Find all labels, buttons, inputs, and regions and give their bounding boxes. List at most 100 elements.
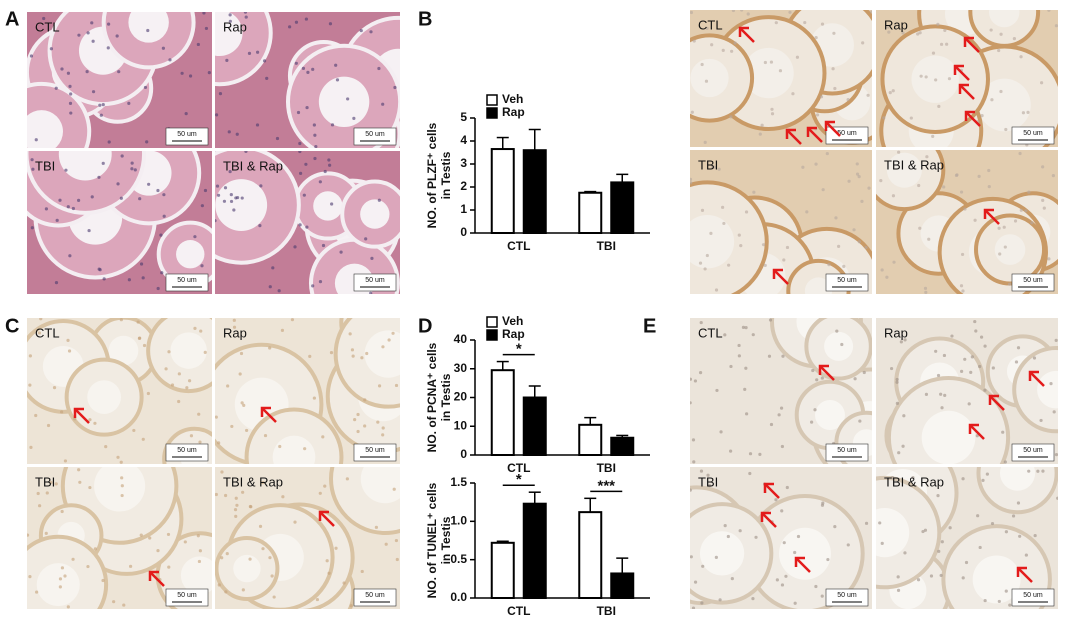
nucleus [193, 326, 197, 330]
image-label: TBI [698, 157, 718, 172]
nucleus [68, 84, 72, 88]
nucleus [230, 424, 234, 429]
arrow-head [73, 407, 84, 418]
y-tick-label: 0 [460, 447, 467, 461]
nucleus [998, 252, 1002, 256]
nucleus [119, 318, 123, 322]
nucleus [1021, 111, 1026, 115]
arrow-head [772, 268, 783, 279]
nucleus [207, 71, 211, 75]
nucleus [832, 31, 836, 35]
nucleus [1036, 469, 1040, 473]
nucleus [767, 354, 772, 358]
scale-bar-label: 50 um [365, 592, 385, 599]
nucleus [299, 171, 303, 175]
nucleus [1041, 469, 1045, 473]
nucleus [1001, 430, 1005, 434]
nucleus [705, 26, 709, 30]
y-tick-label: 10 [454, 418, 468, 432]
nucleus [1003, 460, 1007, 464]
nucleus [723, 333, 727, 337]
nucleus [137, 336, 142, 340]
legend-swatch [486, 329, 498, 341]
nucleus [244, 151, 248, 154]
nucleus [156, 549, 160, 553]
nucleus [52, 385, 57, 390]
nucleus [916, 32, 920, 36]
nucleus [59, 410, 64, 414]
nucleus [296, 110, 301, 115]
nucleus [858, 419, 862, 423]
nucleus [692, 460, 696, 464]
lumen [58, 151, 112, 181]
nucleus [311, 67, 315, 71]
significance-label: * [516, 341, 522, 358]
nucleus [314, 145, 318, 148]
nucleus [90, 21, 94, 25]
nucleus [758, 452, 762, 456]
nucleus [855, 162, 859, 166]
nucleus [356, 429, 360, 434]
nucleus [784, 574, 788, 578]
lumen [690, 215, 735, 269]
micrograph: TBI 50 um [27, 467, 212, 609]
y-tick-label: 1 [460, 202, 467, 216]
nucleus [811, 368, 815, 373]
nucleus [840, 342, 844, 347]
nucleus [774, 21, 778, 25]
nucleus [990, 521, 995, 526]
nucleus [116, 182, 120, 186]
nucleus [142, 343, 147, 348]
arrow-head [260, 406, 271, 417]
nucleus [350, 348, 355, 352]
nucleus [328, 22, 333, 26]
nucleus [723, 523, 727, 528]
legend-label: Rap [502, 327, 525, 341]
arrow [959, 84, 975, 100]
nucleus [321, 435, 325, 439]
nucleus [127, 101, 131, 105]
nucleus [227, 130, 231, 134]
bar [610, 436, 635, 456]
nucleus [714, 288, 719, 292]
nucleus [768, 318, 773, 322]
bar [490, 148, 515, 234]
nucleus [198, 440, 202, 444]
nucleus [290, 318, 295, 322]
nucleus [130, 161, 134, 165]
nucleus [381, 433, 385, 437]
arrow-head [318, 510, 329, 521]
nucleus [241, 588, 245, 592]
y-axis-label: NO. of PLZF⁺ cells [425, 122, 439, 228]
nucleus [68, 254, 72, 258]
nucleus [761, 243, 766, 247]
y-tick-label: 0.5 [450, 552, 467, 566]
x-tick-label: CTL [507, 461, 530, 475]
nucleus [215, 415, 218, 419]
nucleus [58, 198, 62, 202]
arrow-head [953, 64, 964, 75]
arrow [984, 209, 1000, 225]
nucleus [312, 123, 316, 127]
arrow [149, 571, 165, 587]
nucleus [782, 258, 786, 262]
nucleus [814, 584, 818, 589]
nucleus [814, 35, 818, 40]
nucleus [180, 71, 184, 75]
arrow-head [806, 126, 817, 137]
nucleus [359, 28, 363, 33]
nucleus [1032, 356, 1037, 360]
nucleus [940, 540, 944, 544]
image-label: Rap [223, 325, 247, 340]
nucleus [835, 329, 839, 333]
lumen [233, 554, 261, 583]
nucleus [769, 422, 774, 427]
nucleus [837, 244, 841, 248]
nucleus [233, 508, 238, 512]
nucleus [360, 356, 364, 360]
nucleus [141, 437, 145, 441]
micrograph: Rap 50 um [876, 10, 1058, 147]
nucleus [814, 162, 818, 166]
lumen [360, 467, 400, 504]
